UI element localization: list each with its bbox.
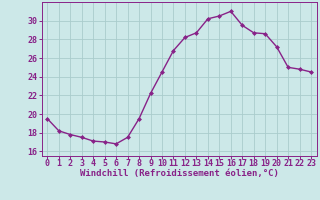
- X-axis label: Windchill (Refroidissement éolien,°C): Windchill (Refroidissement éolien,°C): [80, 169, 279, 178]
